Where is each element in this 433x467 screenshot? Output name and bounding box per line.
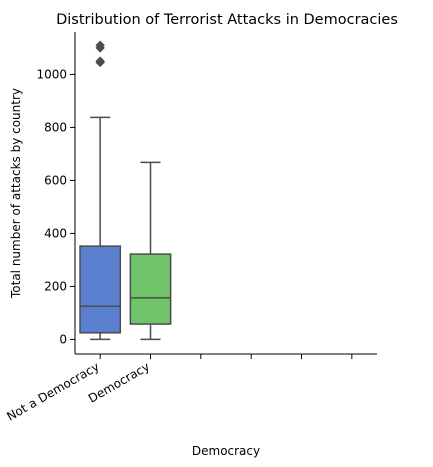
y-axis-label: Total number of attacks by country	[9, 88, 23, 299]
chart-title: Distribution of Terrorist Attacks in Dem…	[56, 12, 398, 28]
x-axis-label: Democracy	[192, 444, 260, 458]
box-rect	[129, 253, 172, 325]
y-tick-label: 1000	[36, 68, 67, 82]
y-tick-label: 600	[44, 174, 67, 188]
box-group	[79, 40, 122, 341]
plot-area	[79, 40, 172, 341]
outlier-point	[95, 56, 105, 66]
y-tick-label: 800	[44, 121, 67, 135]
box-rect	[79, 245, 122, 334]
y-tick-label: 200	[44, 280, 67, 294]
x-tick-label: Not a Democracy	[4, 359, 101, 423]
y-tick-label: 0	[59, 333, 67, 347]
box-group	[129, 161, 172, 341]
y-tick-label: 400	[44, 227, 67, 241]
y-axis-ticks: 0 200 400 600 800 1000	[36, 68, 75, 347]
outlier-point	[95, 40, 105, 50]
